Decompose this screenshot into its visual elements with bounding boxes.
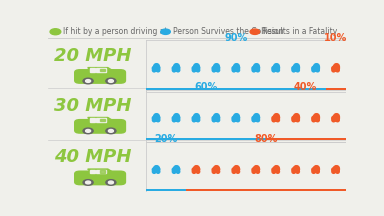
Circle shape bbox=[275, 167, 277, 168]
Circle shape bbox=[86, 181, 91, 184]
Polygon shape bbox=[96, 118, 106, 122]
Text: 90%: 90% bbox=[224, 33, 248, 43]
Circle shape bbox=[195, 167, 197, 168]
Polygon shape bbox=[90, 118, 95, 122]
Bar bbox=[146, 88, 326, 90]
Circle shape bbox=[334, 65, 337, 66]
Circle shape bbox=[235, 115, 237, 116]
Polygon shape bbox=[88, 118, 116, 122]
Circle shape bbox=[235, 167, 237, 168]
Circle shape bbox=[106, 78, 116, 84]
Circle shape bbox=[255, 167, 257, 168]
Circle shape bbox=[275, 65, 277, 66]
Bar bbox=[186, 189, 346, 191]
Polygon shape bbox=[88, 169, 116, 174]
Text: If hit by a person driving at:: If hit by a person driving at: bbox=[63, 27, 170, 36]
Text: 10%: 10% bbox=[324, 33, 347, 43]
Circle shape bbox=[83, 78, 93, 84]
Circle shape bbox=[175, 65, 177, 66]
Bar bbox=[146, 138, 266, 140]
Circle shape bbox=[161, 29, 170, 34]
Text: 80%: 80% bbox=[254, 134, 278, 144]
Circle shape bbox=[314, 167, 317, 168]
Text: 40%: 40% bbox=[294, 83, 317, 92]
Circle shape bbox=[314, 65, 317, 66]
Circle shape bbox=[334, 115, 337, 116]
FancyBboxPatch shape bbox=[74, 119, 126, 134]
Polygon shape bbox=[88, 68, 116, 72]
Circle shape bbox=[235, 65, 237, 66]
Polygon shape bbox=[101, 69, 105, 71]
Circle shape bbox=[155, 167, 157, 168]
Circle shape bbox=[86, 80, 91, 83]
Circle shape bbox=[215, 65, 217, 66]
Circle shape bbox=[108, 130, 113, 132]
Circle shape bbox=[250, 29, 260, 34]
Polygon shape bbox=[101, 119, 105, 121]
Circle shape bbox=[83, 180, 93, 185]
Circle shape bbox=[50, 29, 61, 35]
Polygon shape bbox=[101, 170, 105, 173]
Circle shape bbox=[334, 167, 337, 168]
Circle shape bbox=[275, 115, 277, 116]
Text: Person Survives the Collision: Person Survives the Collision bbox=[173, 27, 284, 36]
Circle shape bbox=[314, 115, 317, 116]
Text: 20%: 20% bbox=[154, 134, 178, 144]
Polygon shape bbox=[90, 68, 95, 72]
Circle shape bbox=[106, 180, 116, 185]
Circle shape bbox=[108, 80, 113, 83]
Text: 30 MPH: 30 MPH bbox=[54, 97, 131, 115]
Text: Results in a Fatality: Results in a Fatality bbox=[262, 27, 338, 36]
Circle shape bbox=[255, 65, 257, 66]
Circle shape bbox=[175, 167, 177, 168]
Circle shape bbox=[195, 65, 197, 66]
Circle shape bbox=[215, 167, 217, 168]
Circle shape bbox=[86, 130, 91, 132]
Circle shape bbox=[295, 115, 297, 116]
FancyBboxPatch shape bbox=[74, 170, 126, 185]
Polygon shape bbox=[96, 68, 106, 72]
Polygon shape bbox=[96, 170, 106, 173]
Circle shape bbox=[155, 115, 157, 116]
Polygon shape bbox=[90, 170, 95, 173]
Circle shape bbox=[108, 181, 113, 184]
Circle shape bbox=[255, 115, 257, 116]
Text: 60%: 60% bbox=[194, 83, 218, 92]
Bar bbox=[326, 88, 346, 90]
Bar bbox=[146, 189, 186, 191]
Circle shape bbox=[295, 65, 297, 66]
Circle shape bbox=[155, 65, 157, 66]
Circle shape bbox=[215, 115, 217, 116]
FancyBboxPatch shape bbox=[74, 69, 126, 84]
Bar bbox=[266, 138, 346, 140]
Circle shape bbox=[195, 115, 197, 116]
Circle shape bbox=[83, 128, 93, 134]
Circle shape bbox=[175, 115, 177, 116]
Circle shape bbox=[106, 128, 116, 134]
Text: 40 MPH: 40 MPH bbox=[54, 148, 131, 166]
Text: 20 MPH: 20 MPH bbox=[54, 47, 131, 65]
Circle shape bbox=[295, 167, 297, 168]
